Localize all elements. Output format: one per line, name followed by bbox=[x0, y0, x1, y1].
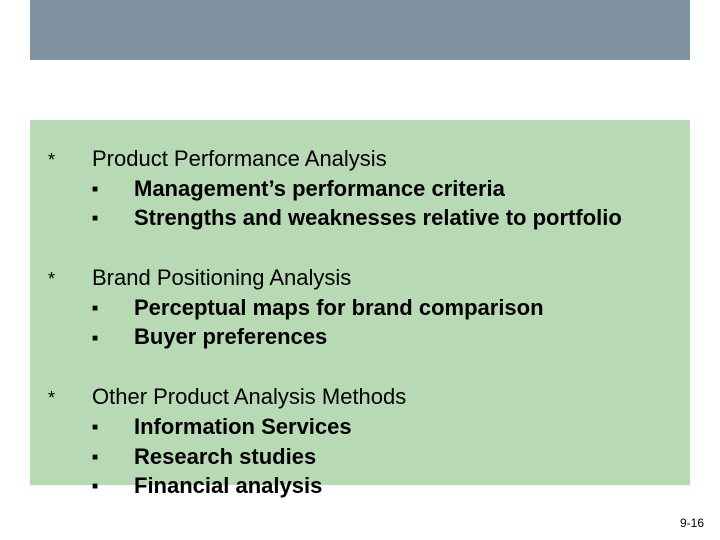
title-bar bbox=[30, 0, 690, 60]
square-bullet-icon: ■ bbox=[92, 302, 106, 316]
section-1-sub-1: ■ Management’s performance criteria bbox=[92, 174, 672, 204]
square-bullet-icon: ■ bbox=[92, 183, 106, 197]
section-3-sub-1: ■ Information Services bbox=[92, 412, 672, 442]
square-bullet-icon: ■ bbox=[92, 212, 106, 226]
section-3-heading-row: * Other Product Analysis Methods bbox=[48, 382, 672, 412]
section-3-sub-2-text: Research studies bbox=[134, 442, 316, 472]
section-2-sub-2: ■ Buyer preferences bbox=[92, 322, 672, 352]
asterisk-bullet-icon: * bbox=[48, 148, 64, 172]
section-2-sub-1-text: Perceptual maps for brand comparison bbox=[134, 293, 544, 323]
section-3-heading: Other Product Analysis Methods bbox=[92, 382, 406, 412]
section-3-sub-3: ■ Financial analysis bbox=[92, 471, 672, 501]
content-area: * Product Performance Analysis ■ Managem… bbox=[30, 120, 690, 485]
section-3-sub-2: ■ Research studies bbox=[92, 442, 672, 472]
section-2-sub-1: ■ Perceptual maps for brand comparison bbox=[92, 293, 672, 323]
section-1-heading-row: * Product Performance Analysis bbox=[48, 144, 672, 174]
section-1-sub-1-text: Management’s performance criteria bbox=[134, 174, 505, 204]
section-3-sub-1-text: Information Services bbox=[134, 412, 352, 442]
section-2-heading-row: * Brand Positioning Analysis bbox=[48, 263, 672, 293]
section-2: * Brand Positioning Analysis ■ Perceptua… bbox=[48, 263, 672, 352]
square-bullet-icon: ■ bbox=[92, 480, 106, 494]
asterisk-bullet-icon: * bbox=[48, 267, 64, 291]
section-1-heading: Product Performance Analysis bbox=[92, 144, 387, 174]
square-bullet-icon: ■ bbox=[92, 332, 106, 346]
section-1-sub-2: ■ Strengths and weaknesses relative to p… bbox=[92, 203, 672, 233]
page-number: 9-16 bbox=[680, 516, 704, 530]
square-bullet-icon: ■ bbox=[92, 421, 106, 435]
section-2-heading: Brand Positioning Analysis bbox=[92, 263, 351, 293]
section-2-sub-2-text: Buyer preferences bbox=[134, 322, 327, 352]
slide: * Product Performance Analysis ■ Managem… bbox=[0, 0, 720, 540]
square-bullet-icon: ■ bbox=[92, 451, 106, 465]
section-3: * Other Product Analysis Methods ■ Infor… bbox=[48, 382, 672, 501]
asterisk-bullet-icon: * bbox=[48, 386, 64, 410]
section-3-sub-3-text: Financial analysis bbox=[134, 471, 322, 501]
section-1: * Product Performance Analysis ■ Managem… bbox=[48, 144, 672, 233]
section-1-sub-2-text: Strengths and weaknesses relative to por… bbox=[134, 203, 622, 233]
